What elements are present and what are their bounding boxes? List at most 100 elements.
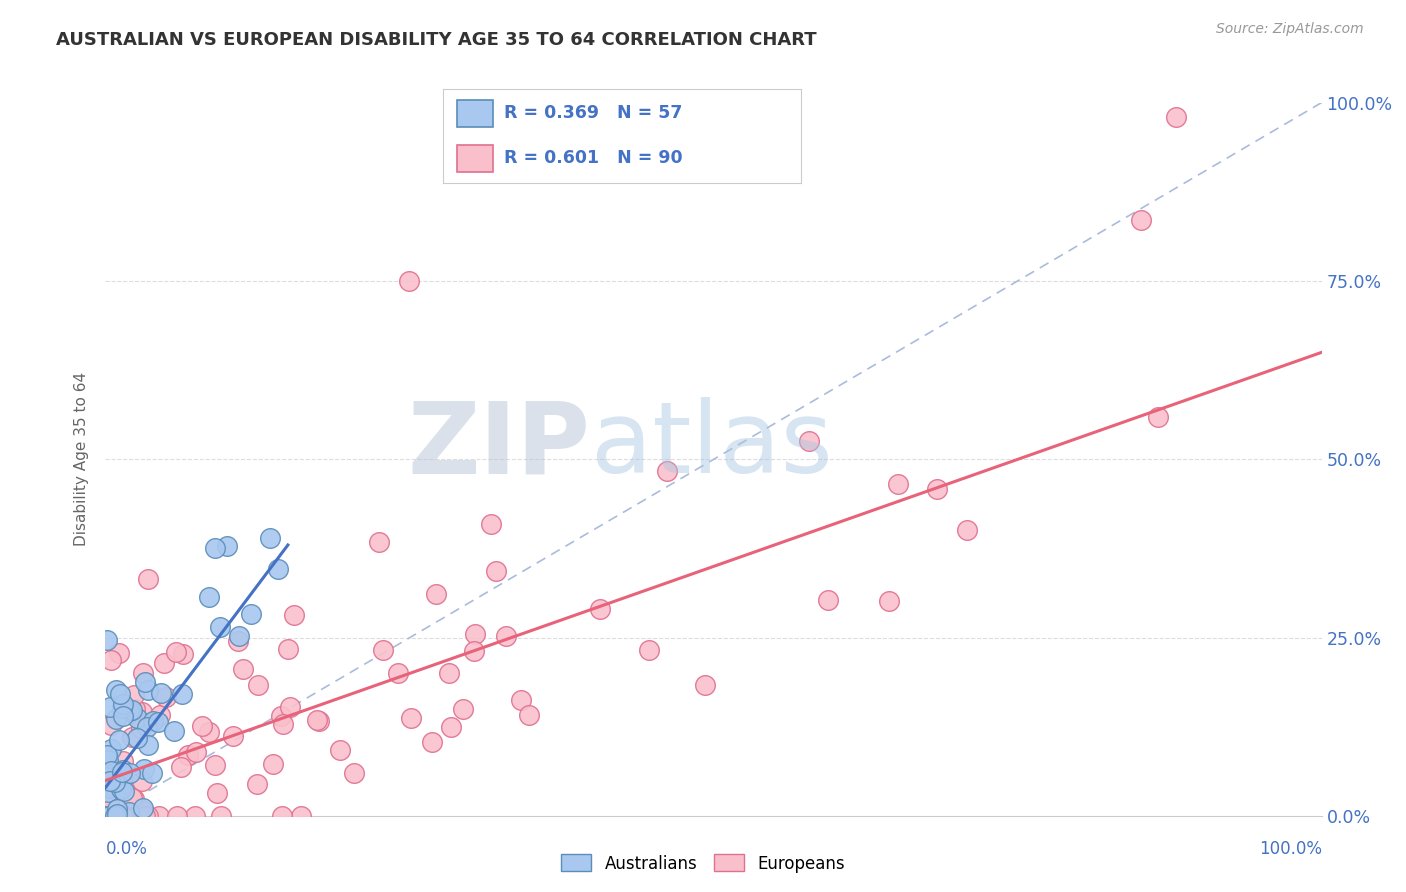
Point [138, 809, 160, 823]
Point [118, 704, 141, 718]
Point [110, 781, 132, 796]
Point [170, 687, 193, 701]
Text: atlas: atlas [591, 398, 832, 494]
Point [131, 774, 153, 789]
Point [221, 729, 243, 743]
Point [100, 742, 122, 756]
Point [207, 786, 229, 800]
Point [125, 731, 148, 745]
Point [100, 699, 122, 714]
Point [290, 809, 312, 823]
Point [398, 274, 420, 288]
Point [799, 434, 821, 449]
Point [134, 674, 156, 689]
Point [270, 809, 292, 823]
Point [283, 608, 305, 623]
Point [270, 709, 292, 723]
Point [927, 482, 949, 496]
Point [111, 700, 134, 714]
Point [105, 712, 128, 726]
Point [1129, 213, 1152, 227]
Point [107, 732, 129, 747]
Point [96, 770, 118, 784]
Point [425, 587, 447, 601]
Point [191, 718, 214, 732]
Point [198, 591, 221, 605]
Point [146, 715, 169, 730]
Point [136, 683, 159, 698]
Text: ZIP: ZIP [408, 398, 591, 494]
Point [118, 766, 141, 780]
FancyBboxPatch shape [457, 145, 494, 171]
Point [108, 767, 131, 781]
Point [103, 809, 125, 823]
Point [112, 709, 135, 723]
Point [343, 766, 366, 780]
Point [440, 720, 463, 734]
Point [259, 531, 281, 545]
Point [163, 724, 186, 739]
Point [148, 809, 170, 823]
Point [887, 477, 910, 491]
Point [371, 643, 394, 657]
Point [240, 607, 263, 622]
Point [420, 735, 443, 749]
Point [98, 791, 121, 805]
Point [104, 774, 127, 789]
Point [228, 629, 250, 643]
Point [125, 711, 148, 725]
Point [278, 699, 301, 714]
Point [96, 809, 118, 823]
Text: R = 0.601   N = 90: R = 0.601 N = 90 [503, 149, 682, 167]
Point [183, 809, 205, 823]
Point [152, 657, 174, 671]
Point [131, 801, 153, 815]
Point [100, 653, 122, 667]
Text: 100.0%: 100.0% [1258, 840, 1322, 858]
Point [122, 792, 145, 806]
Point [232, 662, 254, 676]
Point [149, 686, 172, 700]
Point [132, 762, 155, 776]
Point [112, 698, 135, 712]
Point [172, 647, 194, 661]
Point [98, 773, 121, 788]
Point [464, 627, 486, 641]
Point [817, 593, 839, 607]
Point [184, 745, 207, 759]
Point [589, 602, 612, 616]
Point [132, 804, 155, 818]
Point [262, 756, 284, 771]
Text: R = 0.369   N = 57: R = 0.369 N = 57 [503, 104, 682, 122]
Point [110, 687, 132, 701]
Point [387, 665, 409, 680]
Point [277, 642, 299, 657]
Point [479, 516, 502, 531]
Point [96, 753, 118, 767]
Point [96, 748, 118, 763]
Point [121, 791, 143, 805]
Point [197, 725, 219, 739]
Point [155, 690, 177, 705]
Point [103, 763, 125, 777]
Point [1164, 110, 1187, 124]
Point [98, 802, 121, 816]
Point [104, 683, 127, 698]
Point [463, 644, 485, 658]
Point [112, 783, 135, 797]
Point [108, 809, 131, 823]
Point [96, 778, 118, 792]
Point [209, 620, 232, 634]
Point [104, 774, 127, 789]
Text: 0.0%: 0.0% [105, 840, 148, 858]
Point [399, 711, 422, 725]
Point [108, 809, 131, 823]
Point [204, 758, 226, 772]
Point [368, 534, 391, 549]
Point [97, 809, 120, 823]
Point [655, 464, 678, 478]
Point [169, 760, 191, 774]
Y-axis label: Disability Age 35 to 64: Disability Age 35 to 64 [75, 372, 90, 547]
Point [176, 747, 198, 762]
Point [956, 523, 979, 537]
